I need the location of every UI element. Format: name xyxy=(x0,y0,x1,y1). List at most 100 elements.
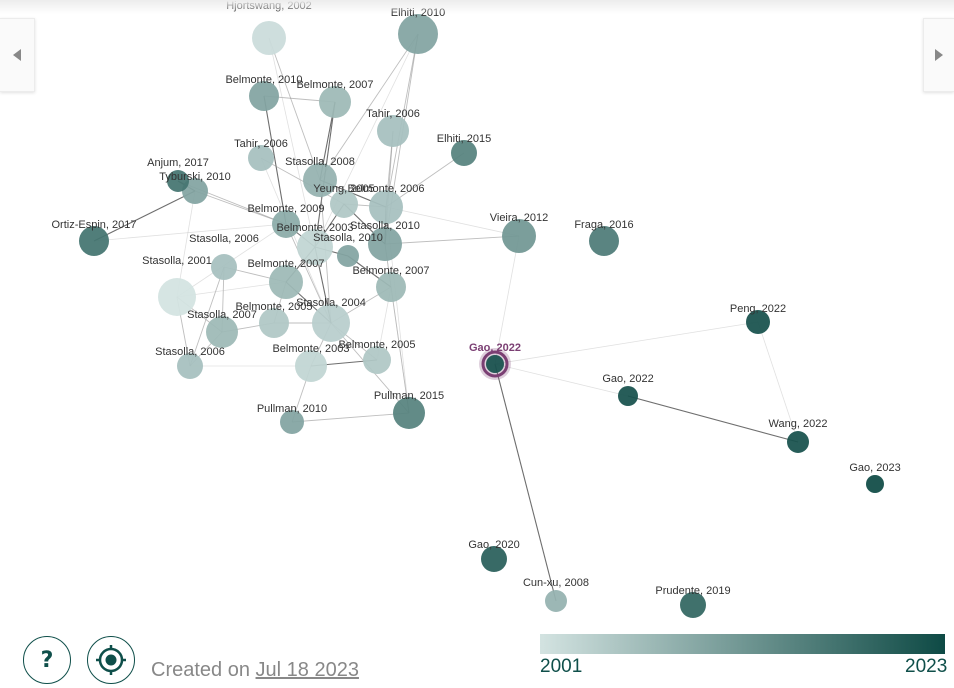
node-circle[interactable] xyxy=(248,145,274,171)
node-gao2022a[interactable] xyxy=(479,348,511,380)
node-circle[interactable] xyxy=(295,350,327,382)
node-cunxu2008[interactable] xyxy=(545,590,567,612)
node-hjortswang2002[interactable] xyxy=(252,21,286,55)
node-yeung2005[interactable] xyxy=(330,190,358,218)
node-circle[interactable] xyxy=(206,316,238,348)
node-belmonte2006[interactable] xyxy=(369,190,403,224)
node-peng2022[interactable] xyxy=(746,310,770,334)
node-belmonte2007c[interactable] xyxy=(376,272,406,302)
next-panel-button[interactable] xyxy=(923,18,954,92)
node-circle[interactable] xyxy=(182,178,208,204)
node-vieira2012[interactable] xyxy=(502,219,536,253)
node-ortizespin2017[interactable] xyxy=(79,226,109,256)
node-label-tyburski2010: Tyburski, 2010 xyxy=(159,171,231,183)
previous-panel-button[interactable] xyxy=(0,18,35,92)
node-circle[interactable] xyxy=(303,163,337,197)
node-circle[interactable] xyxy=(272,210,300,238)
node-stasolla2004[interactable] xyxy=(312,304,350,342)
node-fraga2016[interactable] xyxy=(589,226,619,256)
node-circle[interactable] xyxy=(368,227,402,261)
node-label-belmonte2006: Belmonte, 2006 xyxy=(347,183,424,195)
node-pullman2010[interactable] xyxy=(280,410,304,434)
node-label-fraga2016: Fraga, 2016 xyxy=(574,219,633,231)
node-circle[interactable] xyxy=(319,86,351,118)
node-tyburski2010[interactable] xyxy=(182,178,208,204)
node-circle[interactable] xyxy=(398,14,438,54)
node-circle[interactable] xyxy=(589,226,619,256)
node-circle[interactable] xyxy=(297,229,333,265)
node-stasolla2010a[interactable] xyxy=(368,227,402,261)
node-circle[interactable] xyxy=(330,190,358,218)
node-belmonte2007b[interactable] xyxy=(269,265,303,299)
node-circle[interactable] xyxy=(259,308,289,338)
node-gao2020[interactable] xyxy=(481,546,507,572)
edge-elhiti2010-stasolla2008 xyxy=(319,33,419,181)
color-scale-max-label: 2023 xyxy=(905,656,948,677)
node-belmonte2005a[interactable] xyxy=(259,308,289,338)
node-belmonte2009[interactable] xyxy=(272,210,300,238)
node-pullman2015[interactable] xyxy=(393,397,425,429)
node-elhiti2010[interactable] xyxy=(398,14,438,54)
created-date-link[interactable]: Jul 18 2023 xyxy=(255,659,359,681)
recenter-button[interactable] xyxy=(87,636,135,684)
node-belmonte2007a[interactable] xyxy=(319,86,351,118)
node-label-gao2022a: Gao, 2022 xyxy=(469,342,521,354)
node-label-stasolla2006b: Stasolla, 2006 xyxy=(155,346,225,358)
node-circle[interactable] xyxy=(393,397,425,429)
edge-peng2022-wang2022 xyxy=(757,321,799,443)
node-circle[interactable] xyxy=(486,355,504,373)
node-stasolla2010b[interactable] xyxy=(337,245,359,267)
node-circle[interactable] xyxy=(502,219,536,253)
node-belmonte2005b[interactable] xyxy=(363,346,391,374)
node-circle[interactable] xyxy=(337,245,359,267)
node-circle[interactable] xyxy=(545,590,567,612)
node-circle[interactable] xyxy=(79,226,109,256)
node-stasolla2006b[interactable] xyxy=(177,353,203,379)
node-prudente2019[interactable] xyxy=(680,592,706,618)
node-circle[interactable] xyxy=(746,310,770,334)
node-tahir2006a[interactable] xyxy=(377,115,409,147)
node-elhiti2015[interactable] xyxy=(451,140,477,166)
node-stasolla2006a[interactable] xyxy=(211,254,237,280)
node-tahir2006b[interactable] xyxy=(248,145,274,171)
node-gao2022b[interactable] xyxy=(618,386,638,406)
node-circle[interactable] xyxy=(280,410,304,434)
node-circle[interactable] xyxy=(369,190,403,224)
node-stasolla2001[interactable] xyxy=(158,278,196,316)
node-circle[interactable] xyxy=(211,254,237,280)
node-circle[interactable] xyxy=(252,21,286,55)
node-circle[interactable] xyxy=(377,115,409,147)
node-label-tahir2006a: Tahir, 2006 xyxy=(366,108,420,120)
node-circle[interactable] xyxy=(680,592,706,618)
node-belmonte2010[interactable] xyxy=(249,81,279,111)
node-wang2022[interactable] xyxy=(787,431,809,453)
node-circle[interactable] xyxy=(363,346,391,374)
node-circle[interactable] xyxy=(451,140,477,166)
node-stasolla2007[interactable] xyxy=(206,316,238,348)
node-circle[interactable] xyxy=(618,386,638,406)
node-gao2023[interactable] xyxy=(866,475,884,493)
node-stasolla2008[interactable] xyxy=(303,163,337,197)
node-circle[interactable] xyxy=(866,475,884,493)
node-circle[interactable] xyxy=(177,353,203,379)
edge-gao2022b-wang2022 xyxy=(627,395,799,443)
node-circle[interactable] xyxy=(167,170,189,192)
year-color-scale xyxy=(540,634,945,654)
node-belmonte2003b[interactable] xyxy=(295,350,327,382)
node-circle[interactable] xyxy=(312,304,350,342)
node-label-pullman2010: Pullman, 2010 xyxy=(257,403,327,415)
node-circle[interactable] xyxy=(269,265,303,299)
node-circle[interactable] xyxy=(376,272,406,302)
help-button[interactable]: ? xyxy=(23,636,71,684)
node-circle[interactable] xyxy=(481,546,507,572)
node-circle[interactable] xyxy=(249,81,279,111)
node-belmonte2003a[interactable] xyxy=(297,229,333,265)
node-anjum2017[interactable] xyxy=(167,170,189,192)
node-label-prudente2019: Prudente, 2019 xyxy=(655,585,730,597)
node-circle[interactable] xyxy=(787,431,809,453)
node-circle[interactable] xyxy=(158,278,196,316)
edge-gao2022a-cunxu2008 xyxy=(494,363,557,602)
node-label-stasolla2001: Stasolla, 2001 xyxy=(142,255,212,267)
node-label-belmonte2003a: Belmonte, 2003 xyxy=(276,222,353,234)
